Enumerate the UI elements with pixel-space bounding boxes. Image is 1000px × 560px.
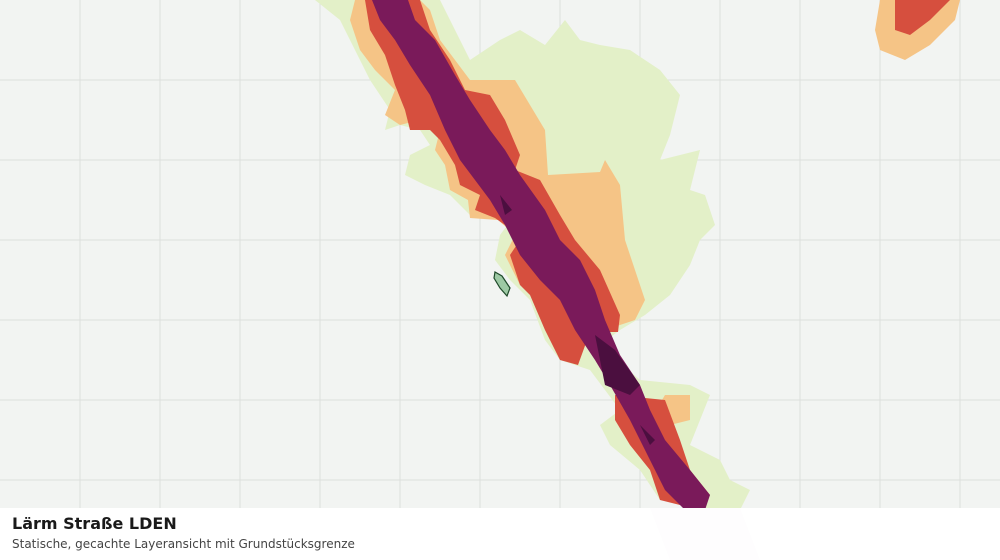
layer-title: Lärm Straße LDEN bbox=[12, 514, 177, 533]
info-bar: Lärm Straße LDEN Statische, gecachte Lay… bbox=[0, 508, 1000, 560]
parcel-boundary bbox=[493, 271, 511, 298]
noise-layer bbox=[315, 0, 960, 510]
layer-subtitle: Statische, gecachte Layeransicht mit Gru… bbox=[12, 537, 355, 551]
